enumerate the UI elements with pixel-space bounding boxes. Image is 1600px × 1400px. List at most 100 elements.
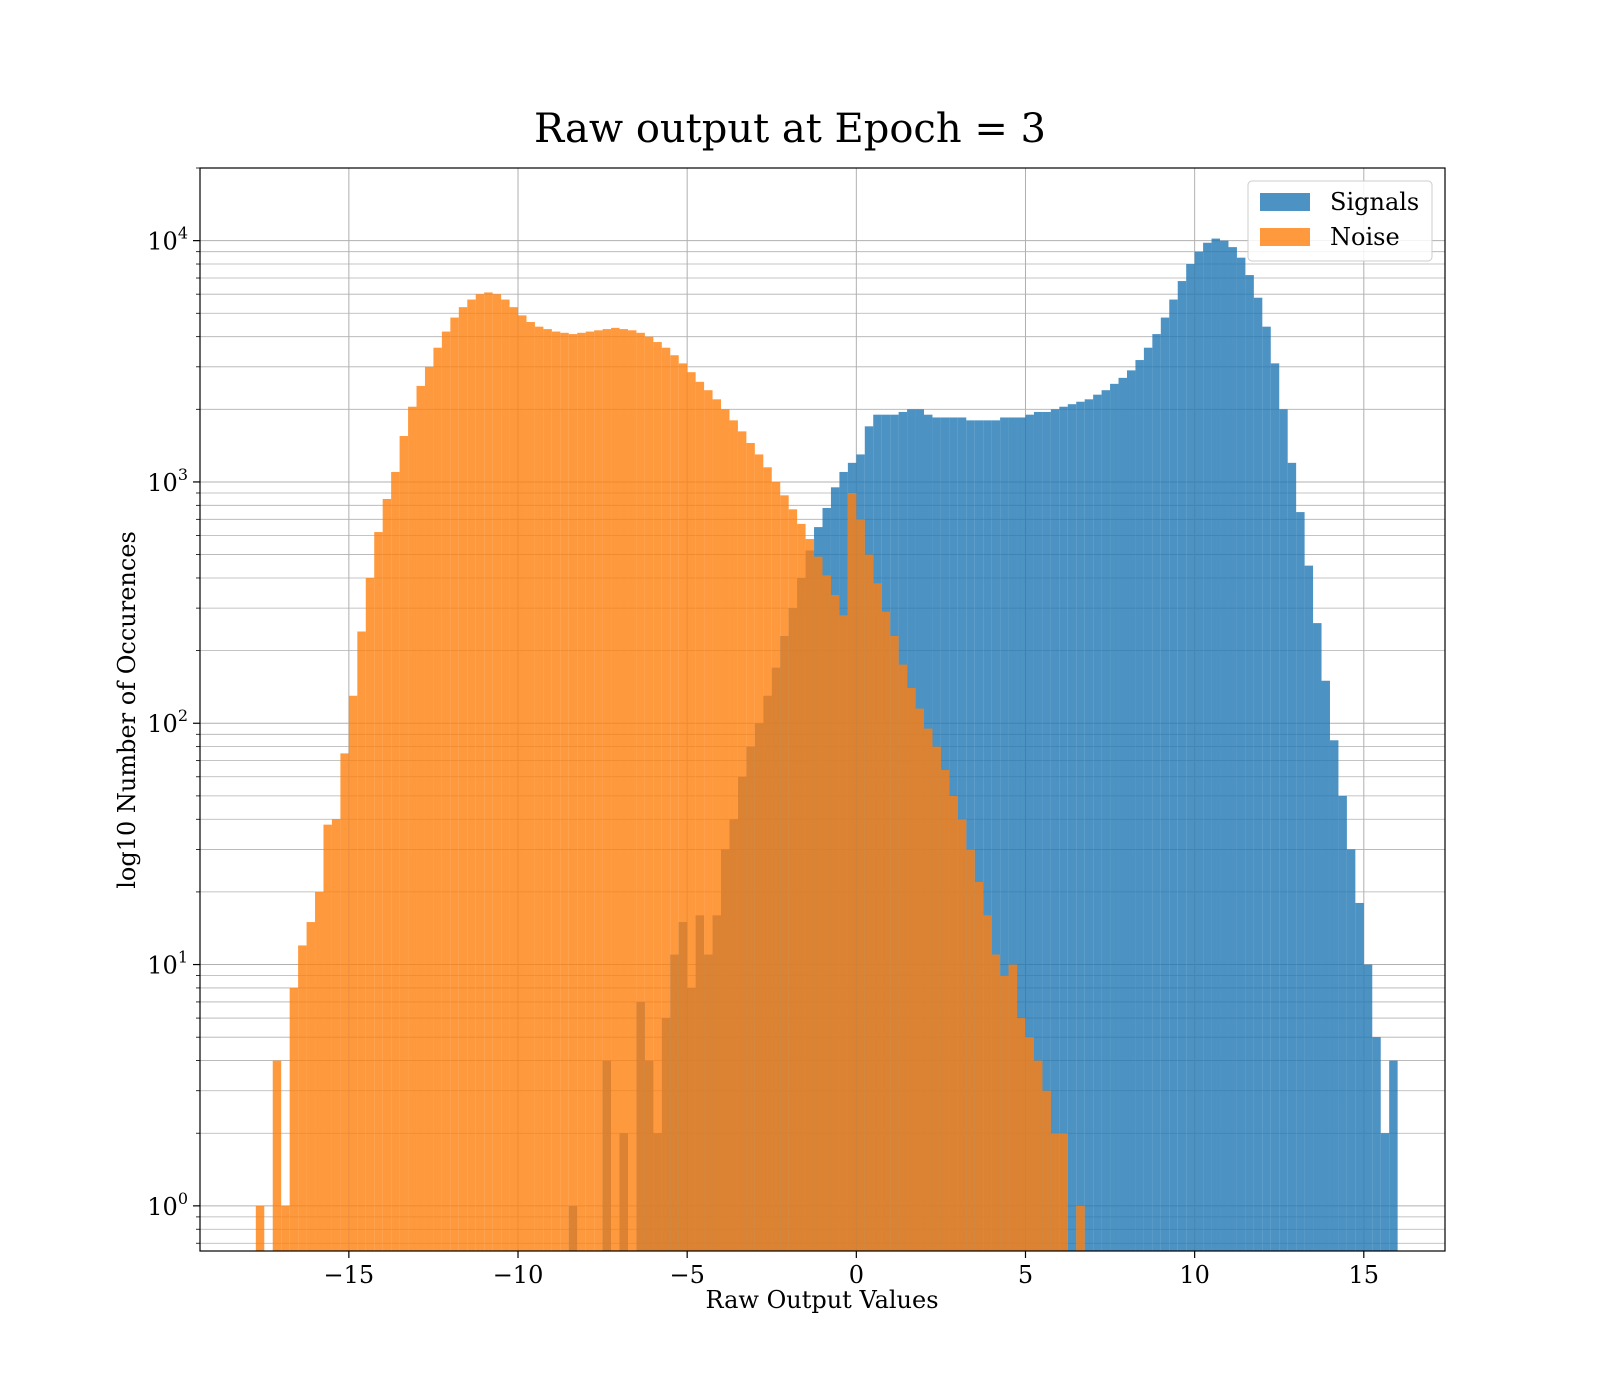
y-axis-ticks: 100 101 102 103 104 — [147, 167, 200, 1244]
signals-bar — [1228, 247, 1237, 1251]
noise-bar — [983, 915, 992, 1251]
noise-bar — [949, 795, 958, 1251]
noise-bar — [805, 539, 815, 1251]
noise-bar — [315, 891, 324, 1251]
noise-bar — [627, 330, 637, 1251]
histogram-bars — [255, 238, 1398, 1252]
noise-bar — [458, 307, 468, 1252]
noise-bar — [814, 556, 823, 1251]
noise-bar — [467, 299, 476, 1251]
noise-bar — [289, 987, 299, 1251]
noise-bar — [864, 554, 874, 1251]
x-tick-label: −10 — [493, 1261, 544, 1289]
noise-bar — [898, 664, 908, 1251]
noise-bar — [915, 708, 924, 1251]
x-axis-ticks: −15 −10 −5 0 5 10 15 — [324, 1251, 1380, 1289]
noise-bar — [281, 1205, 290, 1251]
noise-bar — [611, 327, 620, 1251]
noise-bar — [1017, 1018, 1026, 1251]
noise-bar — [509, 307, 519, 1252]
noise-bar — [644, 336, 654, 1251]
noise-bar — [907, 687, 916, 1251]
signals-bar — [1372, 1037, 1381, 1251]
signals-bar — [1253, 297, 1263, 1251]
noise-bar — [695, 381, 705, 1251]
signals-bar — [1194, 251, 1204, 1252]
noise-bar — [940, 770, 950, 1251]
signals-bar — [1135, 360, 1144, 1251]
signals-bar — [1211, 238, 1221, 1251]
x-tick-label: −15 — [324, 1261, 375, 1289]
noise-bar — [1050, 1133, 1060, 1251]
signals-bar — [1152, 334, 1161, 1251]
signals-bar — [1380, 1133, 1390, 1251]
noise-bar — [788, 509, 798, 1251]
noise-bar — [932, 746, 941, 1251]
plot-frame — [199, 167, 1446, 1252]
noise-bar — [661, 347, 671, 1251]
noise-bar — [873, 583, 882, 1251]
chart-title: Raw output at Epoch = 3 — [534, 106, 1046, 152]
noise-bar — [382, 498, 392, 1251]
signals-bar — [1118, 377, 1127, 1251]
noise-bar — [670, 355, 679, 1251]
noise-bar — [1042, 1090, 1051, 1251]
legend: Signals Noise — [1247, 180, 1433, 262]
noise-bar — [1033, 1060, 1043, 1251]
noise-bar — [323, 824, 332, 1251]
signals-bar — [1059, 406, 1068, 1251]
noise-bar — [365, 577, 375, 1251]
noise-bar — [754, 454, 764, 1252]
noise-bar — [1000, 975, 1009, 1251]
signals-bar — [1245, 275, 1254, 1251]
noise-bar — [331, 819, 341, 1251]
noise-bar — [501, 299, 510, 1251]
y-tick-label: 100 — [147, 1189, 188, 1221]
noise-bar — [416, 385, 425, 1251]
noise-bar — [298, 945, 307, 1251]
signals-bar — [1296, 512, 1305, 1251]
noise-bar — [602, 329, 612, 1251]
signals-bar — [1050, 409, 1060, 1251]
signals-bar — [1143, 347, 1153, 1251]
signals-bar — [1169, 299, 1178, 1251]
noise-bar — [577, 332, 586, 1252]
noise-bar — [568, 334, 578, 1251]
noise-bar — [678, 363, 688, 1251]
noise-bar — [484, 292, 493, 1252]
signals-bar — [1321, 680, 1330, 1251]
signals-bar — [1033, 411, 1043, 1251]
noise-bar — [585, 331, 595, 1251]
signals-bar — [1084, 399, 1094, 1251]
noise-bar — [763, 467, 772, 1251]
y-tick-label: 103 — [147, 465, 188, 497]
noise-bar — [357, 631, 366, 1251]
signals-bar — [1000, 417, 1009, 1252]
noise-bar — [991, 954, 1001, 1251]
signals-bar — [991, 420, 1001, 1251]
noise-bar — [340, 753, 349, 1251]
noise-bar — [551, 331, 561, 1251]
legend-swatch — [1260, 193, 1310, 211]
x-tick-label: 10 — [1179, 1261, 1210, 1289]
legend-swatch — [1260, 228, 1310, 246]
signals-bar — [1076, 401, 1085, 1251]
noise-bar — [1025, 1037, 1034, 1251]
signals-bar — [1177, 281, 1187, 1251]
x-tick-label: 5 — [1018, 1261, 1033, 1289]
signals-bar — [974, 420, 984, 1251]
legend-label: Noise — [1330, 223, 1400, 251]
y-tick-label: 101 — [147, 948, 188, 980]
signals-bar — [1067, 404, 1077, 1252]
noise-bar — [890, 635, 899, 1251]
noise-bar — [712, 399, 722, 1251]
noise-bar — [636, 332, 645, 1252]
noise-bar — [737, 431, 747, 1251]
noise-bar — [822, 575, 831, 1251]
noise-bar — [348, 695, 358, 1251]
x-tick-label: 15 — [1349, 1261, 1380, 1289]
noise-bar — [881, 611, 891, 1251]
noise-bar — [534, 326, 544, 1251]
noise-bar — [974, 881, 984, 1251]
noise-bar — [830, 594, 840, 1251]
